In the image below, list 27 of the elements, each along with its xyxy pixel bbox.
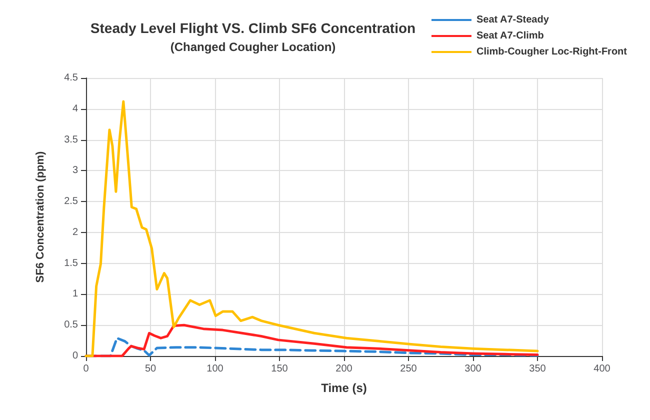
x-tick-label: 250 xyxy=(400,364,418,374)
y-tick-label: 4.5 xyxy=(64,72,78,84)
y-tick-label: 1.5 xyxy=(64,258,78,269)
y-tick-label: 3.5 xyxy=(64,134,78,146)
chart-subtitle: (Changed Cougher Location) xyxy=(170,40,336,54)
x-tick-label: 200 xyxy=(336,364,353,374)
y-tick-label: 4 xyxy=(72,103,78,114)
legend-label: Seat A7-Climb xyxy=(476,30,544,42)
chart-title: Steady Level Flight VS. Climb SF6 Concentration xyxy=(90,20,416,36)
legend-label: Seat A7-Steady xyxy=(476,14,550,26)
x-tick-label: 100 xyxy=(206,364,224,374)
y-tick-label: 1 xyxy=(72,288,78,300)
x-axis-title: Time (s) xyxy=(321,381,367,395)
y-tick-label: 3 xyxy=(72,165,78,176)
y-axis-title: SF6 Concentration (ppm) xyxy=(34,150,46,283)
x-tick-label: 400 xyxy=(594,364,611,374)
x-tick-label: 300 xyxy=(464,364,482,374)
y-tick-label: 2.5 xyxy=(64,196,78,208)
y-tick-label: 0.5 xyxy=(64,320,78,331)
x-tick-label: 0 xyxy=(83,364,90,374)
x-tick-label: 50 xyxy=(144,364,156,374)
y-tick-label: 0 xyxy=(72,350,78,362)
x-tick-label: 350 xyxy=(529,364,546,374)
line-series xyxy=(84,100,539,358)
x-tick-label: 150 xyxy=(271,364,288,374)
legend-label: Climb-Cougher Loc-Right-Front xyxy=(476,46,628,58)
y-tick-label: 2 xyxy=(72,226,78,238)
